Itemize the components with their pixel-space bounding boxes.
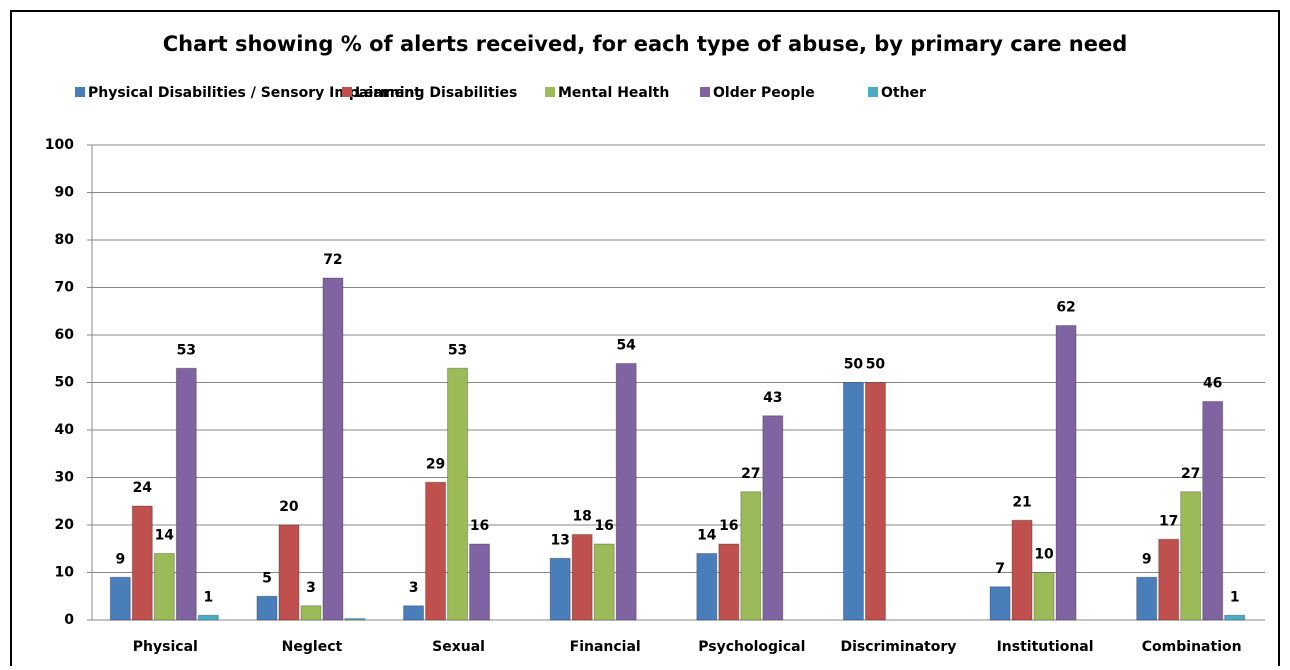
legend-swatch bbox=[342, 87, 352, 97]
x-tick-label: Financial bbox=[570, 639, 641, 655]
bar bbox=[175, 367, 197, 621]
bar bbox=[131, 505, 153, 621]
bar bbox=[256, 595, 278, 621]
legend-label: Learning Disabilities bbox=[355, 85, 517, 101]
bar bbox=[864, 382, 886, 621]
y-tick-label: 20 bbox=[55, 517, 75, 533]
x-tick-label: Institutional bbox=[997, 639, 1094, 655]
bar bbox=[403, 605, 425, 621]
bar bbox=[1202, 401, 1224, 621]
bar bbox=[1055, 325, 1077, 621]
data-label: 43 bbox=[763, 390, 782, 406]
bar bbox=[1224, 614, 1246, 621]
data-label: 3 bbox=[306, 580, 316, 596]
data-label: 54 bbox=[616, 338, 636, 354]
data-label: 1 bbox=[203, 589, 213, 605]
bar bbox=[1136, 576, 1158, 621]
data-label: 7 bbox=[995, 561, 1005, 577]
bar bbox=[278, 524, 300, 621]
legend-label: Older People bbox=[713, 85, 815, 101]
data-label: 18 bbox=[572, 509, 591, 525]
data-label: 29 bbox=[426, 456, 445, 472]
data-label: 5 bbox=[262, 570, 272, 586]
bar bbox=[153, 553, 175, 621]
x-tick-label: Neglect bbox=[282, 639, 343, 655]
legend-label: Other bbox=[881, 85, 926, 101]
x-tick-label: Sexual bbox=[432, 639, 485, 655]
data-label: 27 bbox=[741, 466, 760, 482]
frame bbox=[10, 10, 1280, 670]
bar bbox=[593, 543, 615, 621]
bar bbox=[989, 586, 1011, 621]
legend-swatch bbox=[700, 87, 710, 97]
bar bbox=[1158, 538, 1180, 621]
bar bbox=[842, 382, 864, 621]
data-label: 46 bbox=[1203, 376, 1222, 392]
bar bbox=[109, 576, 131, 621]
data-label: 53 bbox=[448, 342, 467, 358]
y-tick-label: 80 bbox=[55, 232, 75, 248]
legend-swatch bbox=[75, 87, 85, 97]
data-label: 13 bbox=[550, 532, 569, 548]
data-label: 16 bbox=[719, 518, 738, 534]
data-label: 20 bbox=[279, 499, 299, 515]
y-tick-label: 100 bbox=[45, 137, 74, 153]
bar bbox=[1011, 519, 1033, 621]
data-label: 50 bbox=[866, 357, 886, 373]
bar bbox=[425, 481, 447, 621]
x-tick-label: Combination bbox=[1142, 639, 1242, 655]
x-tick-label: Discriminatory bbox=[840, 639, 956, 655]
y-tick-label: 70 bbox=[55, 280, 75, 296]
bar bbox=[549, 557, 571, 621]
data-label: 1 bbox=[1230, 589, 1240, 605]
data-label: 53 bbox=[177, 342, 196, 358]
data-label: 10 bbox=[1034, 547, 1054, 563]
x-tick-label: Psychological bbox=[698, 639, 805, 655]
data-label: 21 bbox=[1012, 494, 1031, 510]
data-label: 16 bbox=[470, 518, 489, 534]
bar bbox=[322, 277, 344, 621]
chart-title: Chart showing % of alerts received, for … bbox=[163, 32, 1128, 56]
bar bbox=[300, 605, 322, 621]
data-label: 3 bbox=[409, 580, 419, 596]
data-label: 17 bbox=[1159, 513, 1178, 529]
legend-swatch bbox=[545, 87, 555, 97]
data-label: 14 bbox=[155, 528, 175, 544]
bar bbox=[762, 415, 784, 621]
y-tick-label: 40 bbox=[55, 422, 75, 438]
data-label: 62 bbox=[1056, 300, 1075, 316]
y-tick-label: 10 bbox=[55, 565, 75, 581]
bar bbox=[447, 367, 469, 621]
y-tick-label: 0 bbox=[64, 612, 74, 628]
y-tick-label: 60 bbox=[55, 327, 75, 343]
legend-label: Mental Health bbox=[558, 85, 669, 101]
legend-swatch bbox=[868, 87, 878, 97]
bar bbox=[696, 553, 718, 621]
data-label: 14 bbox=[697, 528, 717, 544]
data-label: 27 bbox=[1181, 466, 1200, 482]
legend-label: Physical Disabilities / Sensory Impairme… bbox=[88, 85, 421, 101]
data-label: 72 bbox=[323, 252, 342, 268]
bar bbox=[571, 534, 593, 621]
bar bbox=[1033, 572, 1055, 621]
y-tick-label: 30 bbox=[55, 470, 75, 486]
y-tick-label: 90 bbox=[55, 185, 75, 201]
bar bbox=[718, 543, 740, 621]
bar bbox=[1180, 491, 1202, 621]
data-label: 16 bbox=[594, 518, 613, 534]
data-label: 50 bbox=[844, 357, 864, 373]
bar bbox=[197, 614, 219, 621]
bar bbox=[615, 363, 637, 621]
bar bbox=[740, 491, 762, 621]
data-label: 9 bbox=[115, 551, 125, 567]
y-tick-label: 50 bbox=[55, 375, 75, 391]
bar bbox=[469, 543, 491, 621]
data-label: 24 bbox=[133, 480, 153, 496]
bar bbox=[344, 618, 366, 621]
x-tick-label: Physical bbox=[133, 639, 198, 655]
data-label: 9 bbox=[1142, 551, 1152, 567]
